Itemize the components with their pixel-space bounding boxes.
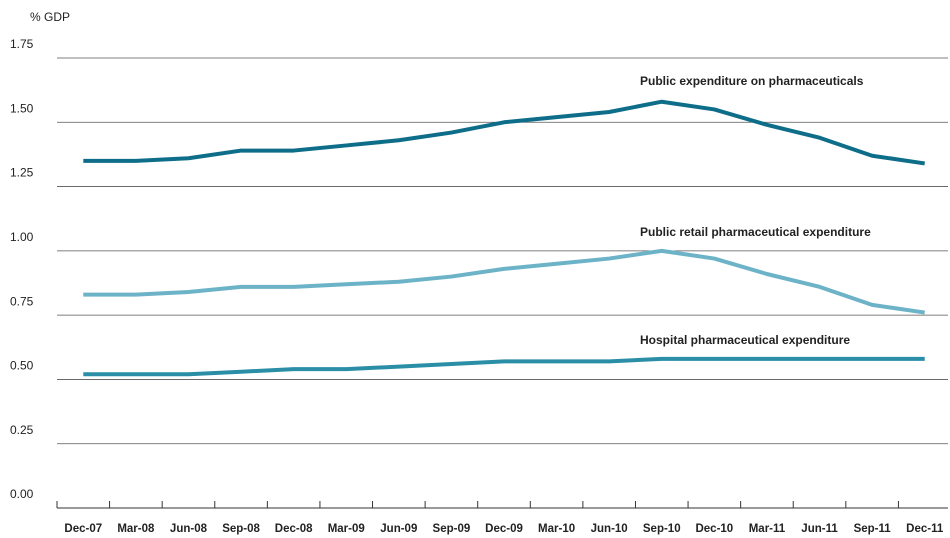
y-tick-label: 1.75 (10, 37, 34, 51)
series-line (83, 248, 925, 315)
y-tick-label: 1.00 (10, 230, 34, 244)
x-tick-label: Mar-08 (117, 523, 155, 535)
x-tick-label: Dec-08 (275, 523, 313, 535)
y-axis-label: % GDP (30, 10, 70, 24)
series-line (83, 99, 925, 166)
series-label: Public retail pharmaceutical expenditure (640, 225, 871, 239)
y-tick-label: 0.00 (10, 487, 34, 501)
x-tick-label: Jun-09 (380, 523, 417, 535)
y-tick-label: 0.75 (10, 294, 34, 308)
series-label: Public expenditure on pharmaceuticals (640, 74, 864, 88)
x-tick-label: Jun-10 (591, 523, 628, 535)
series-line (83, 356, 925, 377)
x-tick-label: Sep-09 (433, 523, 471, 535)
x-tick-label: Dec-09 (485, 523, 523, 535)
x-tick-label: Mar-10 (538, 523, 575, 535)
x-tick-label: Sep-11 (854, 523, 892, 535)
x-tick-label: Mar-09 (328, 523, 365, 535)
x-tick-label: Sep-08 (222, 523, 260, 535)
x-tick-label: Dec-07 (64, 523, 102, 535)
y-tick-label: 1.25 (10, 166, 34, 180)
y-tick-label: 1.50 (10, 101, 34, 115)
y-tick-label: 0.25 (10, 423, 34, 437)
x-tick-label: Sep-10 (643, 523, 681, 535)
series-label: Hospital pharmaceutical expenditure (640, 333, 850, 347)
x-tick-label: Jun-08 (170, 523, 208, 535)
x-tick-label: Dec-10 (695, 523, 733, 535)
x-tick-label: Dec-11 (906, 523, 944, 535)
x-tick-label: Jun-11 (801, 523, 838, 535)
x-tick-label: Mar-11 (749, 523, 786, 535)
y-tick-label: 0.50 (10, 359, 34, 373)
